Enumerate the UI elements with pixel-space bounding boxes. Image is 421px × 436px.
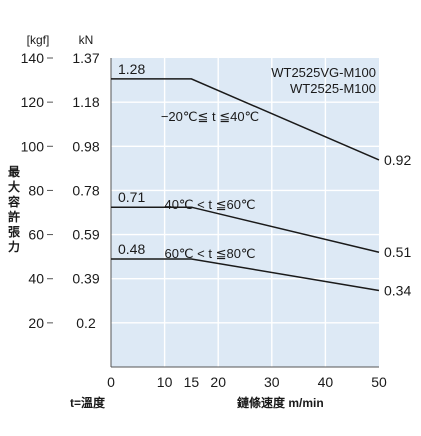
series-line <box>111 206 380 253</box>
y-tick-kn: 0.59 <box>72 227 99 243</box>
y-tick-kn: 1.37 <box>72 50 99 66</box>
y-axis-label-char: 容 <box>7 194 20 209</box>
x-tick-label: 0 <box>107 374 115 390</box>
x-tick-label: 40 <box>318 374 334 390</box>
series-line <box>111 258 380 292</box>
x-tick-label: 30 <box>264 374 280 390</box>
x-tick-label: 20 <box>210 374 226 390</box>
series-line <box>111 78 380 161</box>
series-name-label: −20℃≦ t ≦40℃ <box>161 109 259 124</box>
y-tick-kn: 0.78 <box>72 182 99 198</box>
x-tick-label: 15 <box>184 374 200 390</box>
series-group: 1.28 0.92 −20℃≦ t ≦40℃ 0.71 0.51 40℃ < t ≦60℃… <box>111 61 411 298</box>
y-tick-kn: 0.98 <box>72 138 99 154</box>
model-label-1: WT2525VG-M100 <box>271 65 376 80</box>
x-tick-label: 10 <box>157 374 173 390</box>
y-unit-kgf: [kgf] <box>27 33 50 47</box>
series-start-label: 1.28 <box>118 61 145 77</box>
y-tick-kgf: 100 <box>21 138 45 154</box>
y-axis-label-char: 力 <box>8 239 20 254</box>
y-tick-kn: 0.39 <box>72 271 99 287</box>
y-axis-label-char: 許 <box>8 209 20 224</box>
series-start-label: 0.71 <box>118 189 145 205</box>
model-label-2: WT2525-M100 <box>290 81 376 96</box>
series-name-label: 40℃ < t ≦60℃ <box>164 197 255 212</box>
y-tick-kgf: 140 <box>21 50 45 66</box>
y-axis-label-char: 張 <box>8 225 21 239</box>
series-end-label: 0.92 <box>384 152 411 168</box>
series-name-label: 60℃ < t ≦80℃ <box>164 246 255 261</box>
y-tick-kgf: 40 <box>28 271 44 287</box>
y-tick-kgf: 80 <box>28 182 44 198</box>
y-tick-kn: 1.18 <box>72 94 99 110</box>
y-unit-kn: kN <box>79 33 94 47</box>
plot-background <box>111 58 379 367</box>
y-axis-label: 最大容許張力 <box>7 165 21 254</box>
series-start-label: 0.48 <box>118 241 145 257</box>
x-tick-label: 50 <box>371 374 387 390</box>
series-end-label: 0.51 <box>384 244 411 260</box>
y-ticks: 140 1.37 120 1.18 100 0.98 80 0.78 60 0.59 40 0.39 2… <box>21 50 100 331</box>
y-tick-kn: 0.2 <box>76 315 96 331</box>
y-tick-kgf: 60 <box>28 227 44 243</box>
grid <box>111 58 379 367</box>
y-axis-label-char: 大 <box>8 179 20 194</box>
y-axis-label-char: 最 <box>8 165 21 179</box>
x-ticks: 0 10 15 20 30 40 50 <box>107 374 387 390</box>
series-end-label: 0.34 <box>384 282 411 298</box>
x-note: t=溫度 <box>70 395 106 410</box>
x-axis-label: 鏈條速度 m/min <box>237 395 324 410</box>
y-tick-kgf: 20 <box>28 315 44 331</box>
y-tick-kgf: 120 <box>21 94 45 110</box>
